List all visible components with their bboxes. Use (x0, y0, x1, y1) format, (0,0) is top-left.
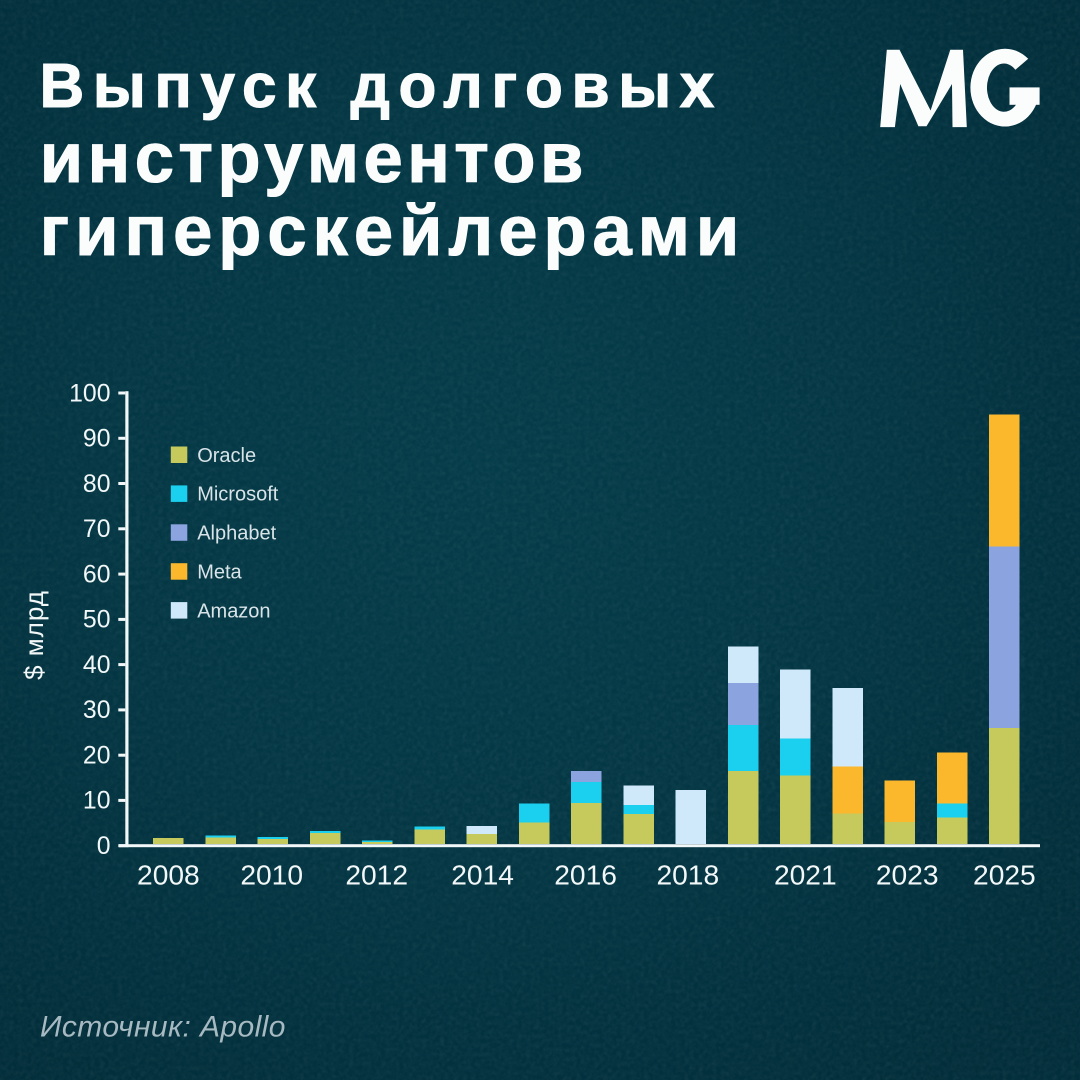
svg-text:Microsoft: Microsoft (197, 484, 279, 506)
svg-text:50: 50 (83, 607, 111, 634)
svg-text:Источник: Apollo: Источник: Apollo (40, 1011, 286, 1044)
svg-text:70: 70 (83, 516, 111, 543)
svg-text:2014: 2014 (451, 858, 514, 890)
svg-text:2008: 2008 (137, 858, 200, 890)
svg-text:2023: 2023 (876, 858, 939, 890)
svg-text:Oracle: Oracle (197, 445, 256, 467)
svg-text:0: 0 (97, 833, 111, 860)
svg-text:20: 20 (83, 743, 111, 770)
svg-text:90: 90 (83, 426, 111, 453)
svg-text:2010: 2010 (240, 858, 303, 890)
svg-text:60: 60 (83, 561, 111, 588)
svg-text:$ млрд: $ млрд (19, 590, 49, 680)
svg-text:2012: 2012 (345, 858, 408, 890)
svg-text:Amazon: Amazon (197, 600, 270, 622)
svg-text:80: 80 (83, 471, 111, 498)
svg-text:2021: 2021 (774, 858, 837, 890)
svg-text:30: 30 (83, 697, 111, 724)
svg-text:2025: 2025 (973, 858, 1036, 890)
svg-text:инструментов: инструментов (40, 118, 588, 197)
svg-text:100: 100 (69, 380, 110, 407)
svg-text:2016: 2016 (554, 858, 617, 890)
svg-text:2018: 2018 (656, 858, 719, 890)
svg-text:40: 40 (83, 652, 111, 679)
svg-text:гиперскейлерами: гиперскейлерами (40, 191, 745, 270)
svg-text:Alphabet: Alphabet (197, 523, 276, 545)
svg-text:Meta: Meta (197, 562, 242, 584)
svg-text:Выпуск долговых: Выпуск долговых (40, 52, 723, 121)
svg-text:10: 10 (83, 788, 111, 815)
